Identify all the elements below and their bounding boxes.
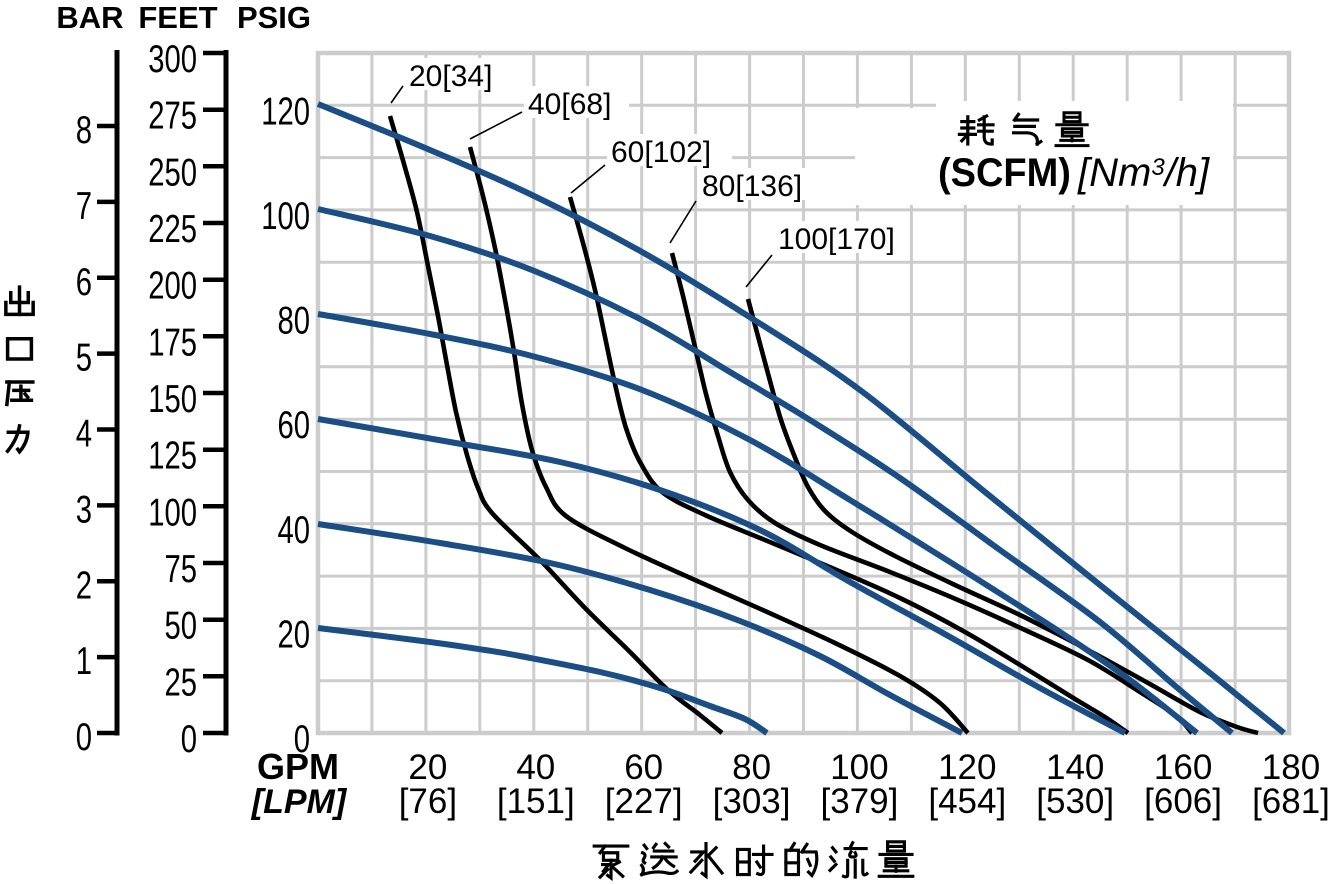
- svg-text:[151]: [151]: [497, 782, 575, 821]
- svg-text:100: 100: [261, 195, 310, 238]
- svg-text:[530]: [530]: [1036, 782, 1114, 821]
- svg-text:40[68]: 40[68]: [528, 88, 611, 121]
- svg-text:(SCFM): (SCFM): [938, 151, 1071, 195]
- svg-text:GPM: GPM: [257, 746, 339, 787]
- svg-text:225: 225: [148, 208, 197, 251]
- svg-text:3: 3: [76, 488, 92, 531]
- svg-text:100: 100: [830, 748, 888, 787]
- svg-text:250: 250: [148, 151, 197, 194]
- svg-text:[303]: [303]: [713, 782, 791, 821]
- svg-text:160: 160: [1154, 748, 1212, 787]
- svg-text:7: 7: [76, 185, 92, 228]
- svg-text:20[34]: 20[34]: [409, 60, 492, 93]
- svg-text:BAR: BAR: [56, 0, 123, 35]
- svg-text:5: 5: [76, 337, 92, 380]
- svg-text:[379]: [379]: [820, 782, 898, 821]
- svg-text:20: 20: [277, 613, 310, 656]
- svg-text:40: 40: [277, 509, 310, 552]
- svg-text:125: 125: [148, 435, 197, 478]
- svg-text:[606]: [606]: [1144, 782, 1222, 821]
- svg-text:60[102]: 60[102]: [611, 136, 711, 169]
- svg-text:[76]: [76]: [399, 782, 457, 821]
- svg-text:6: 6: [76, 261, 92, 304]
- svg-text:80: 80: [277, 300, 310, 343]
- svg-text:200: 200: [148, 265, 197, 308]
- svg-text:0: 0: [294, 718, 310, 761]
- svg-text:100: 100: [148, 491, 197, 534]
- svg-text:PSIG: PSIG: [237, 0, 311, 35]
- svg-text:25: 25: [164, 661, 197, 704]
- svg-text:[Nm3/h]: [Nm3/h]: [1077, 151, 1210, 195]
- svg-text:[227]: [227]: [605, 782, 683, 821]
- svg-text:120: 120: [261, 90, 310, 133]
- svg-text:60: 60: [624, 748, 663, 787]
- svg-text:300: 300: [148, 38, 197, 81]
- svg-text:[LPM]: [LPM]: [251, 783, 348, 821]
- svg-text:8: 8: [76, 109, 92, 152]
- svg-text:FEET: FEET: [138, 0, 217, 35]
- svg-text:[681]: [681]: [1252, 782, 1330, 821]
- svg-text:60: 60: [277, 404, 310, 447]
- svg-text:150: 150: [148, 378, 197, 421]
- svg-text:180: 180: [1262, 748, 1320, 787]
- svg-text:4: 4: [76, 413, 92, 456]
- svg-text:120: 120: [938, 748, 996, 787]
- svg-text:175: 175: [148, 321, 197, 364]
- svg-text:20: 20: [408, 748, 447, 787]
- svg-text:275: 275: [148, 95, 197, 138]
- svg-text:140: 140: [1046, 748, 1104, 787]
- svg-text:80[136]: 80[136]: [702, 170, 802, 203]
- svg-text:1: 1: [76, 640, 92, 683]
- svg-text:40: 40: [516, 748, 555, 787]
- svg-text:50: 50: [164, 605, 197, 648]
- svg-text:80: 80: [732, 748, 771, 787]
- svg-text:[454]: [454]: [928, 782, 1006, 821]
- svg-text:2: 2: [76, 564, 92, 607]
- svg-text:0: 0: [76, 716, 92, 759]
- svg-text:100[170]: 100[170]: [778, 223, 895, 256]
- svg-text:75: 75: [164, 548, 197, 591]
- svg-text:0: 0: [181, 718, 197, 761]
